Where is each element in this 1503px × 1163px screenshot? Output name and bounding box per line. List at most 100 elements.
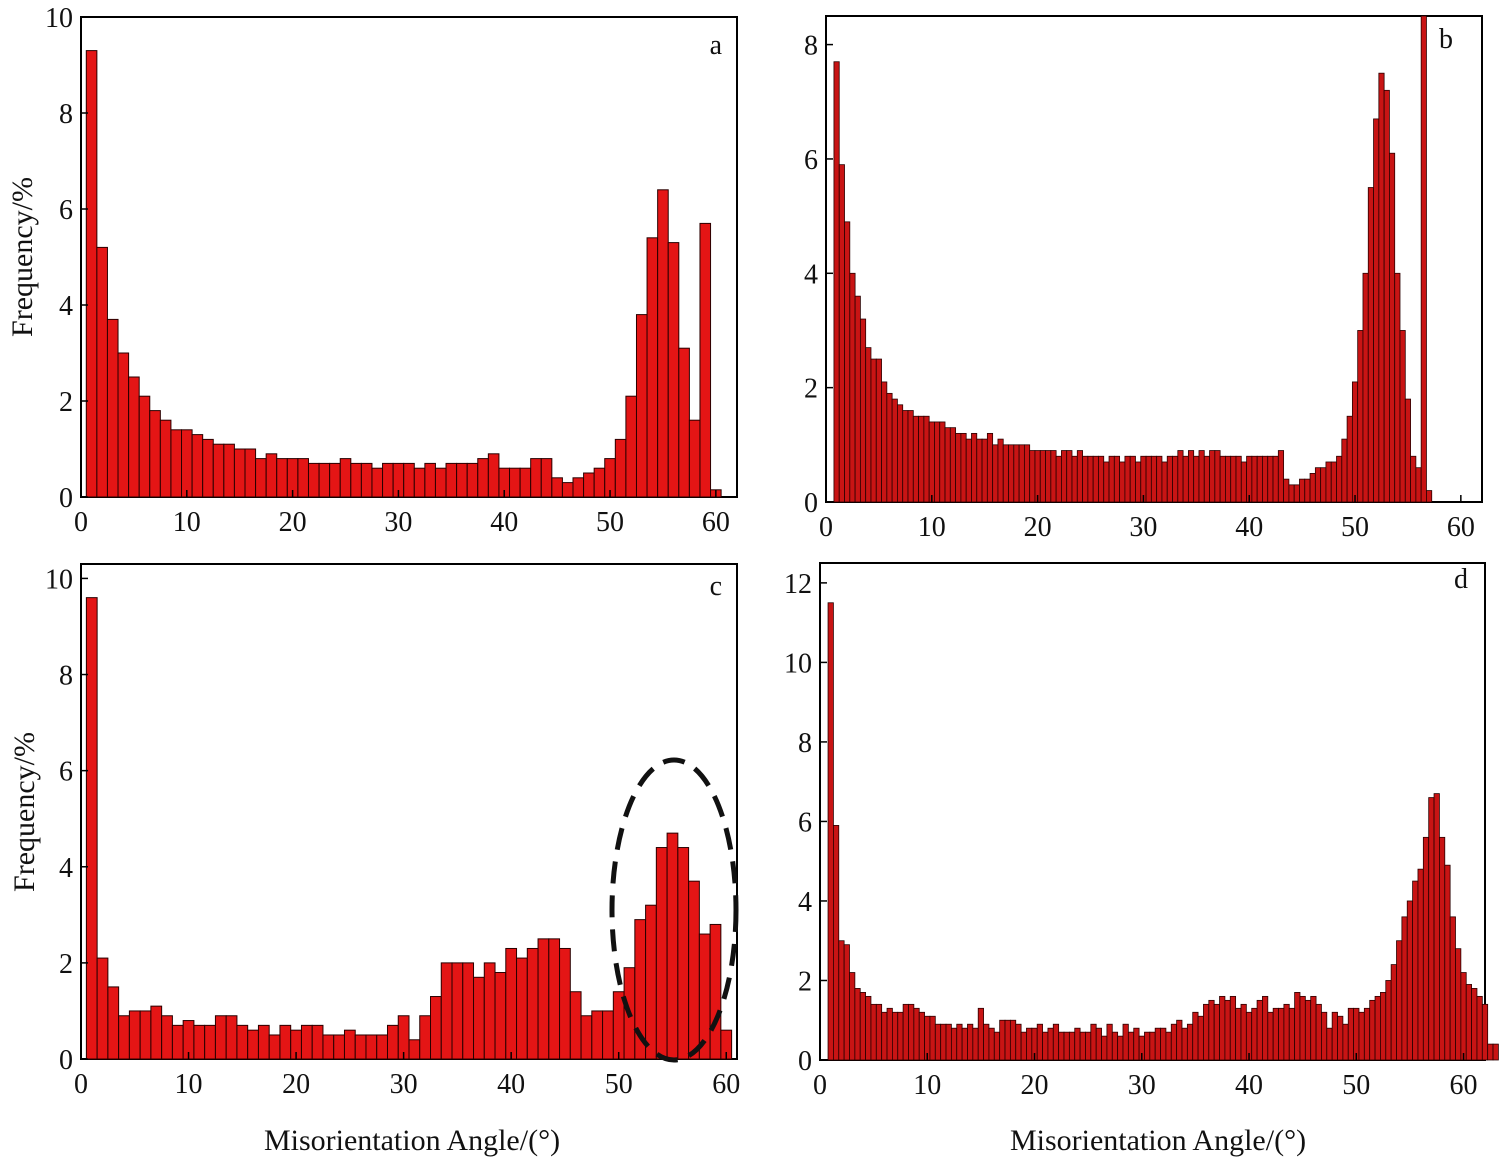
bar xyxy=(509,467,521,498)
bar xyxy=(1433,793,1440,1061)
bar xyxy=(537,938,550,1060)
bar xyxy=(1101,1035,1108,1061)
bar xyxy=(929,1015,936,1061)
bar xyxy=(1487,1043,1494,1061)
bar xyxy=(1145,455,1152,503)
bar xyxy=(1166,455,1173,503)
x-axis-title: Misorientation Angle/(°) xyxy=(1010,1124,1306,1157)
y-tick-group: 0 2 4 6 8 10 xyxy=(45,564,88,1076)
x-tick-label: 40 xyxy=(1235,512,1263,543)
panel-label: c xyxy=(710,571,722,602)
bar xyxy=(843,944,850,1061)
bar xyxy=(1492,1043,1499,1061)
bar xyxy=(365,1034,378,1060)
y-tick-group: 0 2 4 6 8 xyxy=(804,31,833,519)
bar xyxy=(1374,995,1381,1061)
bar xyxy=(1071,455,1078,503)
bar xyxy=(1103,461,1110,503)
bar xyxy=(1181,1027,1188,1061)
bar xyxy=(1288,484,1295,503)
bar xyxy=(477,458,489,498)
bar xyxy=(1219,455,1226,503)
bar xyxy=(950,1027,958,1061)
x-tick-label: 10 xyxy=(918,512,946,543)
bar xyxy=(106,318,119,498)
bar xyxy=(430,996,442,1060)
bar xyxy=(1156,455,1163,503)
x-tick-label: 0 xyxy=(819,512,833,543)
bar xyxy=(1347,1007,1355,1061)
bar xyxy=(424,462,436,498)
bar xyxy=(519,467,532,498)
bar xyxy=(191,434,204,498)
bar xyxy=(1412,880,1419,1061)
bar xyxy=(1119,461,1126,503)
bar xyxy=(434,467,447,498)
bar xyxy=(981,438,988,503)
bar xyxy=(1337,1015,1344,1061)
bar xyxy=(440,962,453,1060)
y-axis-title: Frequency/% xyxy=(8,732,41,892)
bar xyxy=(940,1023,947,1061)
bar xyxy=(1203,1003,1210,1061)
bar xyxy=(1277,450,1285,503)
bar xyxy=(526,947,539,1060)
bar xyxy=(865,995,872,1061)
bar xyxy=(1066,450,1073,503)
bar xyxy=(1165,1031,1172,1061)
panel-label: d xyxy=(1454,564,1468,595)
bar xyxy=(462,962,475,1060)
bar xyxy=(329,462,341,498)
bar xyxy=(956,1023,963,1061)
bar xyxy=(382,462,394,498)
bar xyxy=(1092,455,1099,503)
y-tick-label: 10 xyxy=(45,3,73,34)
bar xyxy=(279,1024,292,1060)
bar xyxy=(977,1007,984,1061)
bar xyxy=(944,427,951,503)
bar xyxy=(1439,836,1446,1061)
bar xyxy=(138,395,151,498)
x-tick-label: 40 xyxy=(497,1069,525,1100)
x-tick-group: 0 10 20 30 40 50 60 xyxy=(813,1053,1478,1101)
bar xyxy=(1214,450,1221,503)
bar xyxy=(688,419,701,498)
y-tick-label: 12 xyxy=(784,569,812,600)
bar xyxy=(976,438,983,503)
bar xyxy=(96,957,109,1060)
bar xyxy=(881,381,888,503)
y-tick-label: 2 xyxy=(59,387,73,418)
bar xyxy=(204,1024,216,1060)
bar xyxy=(580,1015,593,1060)
bar xyxy=(1310,995,1317,1061)
bar xyxy=(85,597,98,1060)
bar xyxy=(1235,455,1242,503)
bar xyxy=(1272,455,1279,503)
bar xyxy=(1090,1023,1097,1061)
bar xyxy=(1385,980,1392,1061)
bar xyxy=(1023,444,1031,503)
x-tick-label: 60 xyxy=(702,507,730,538)
y-tick-label: 8 xyxy=(804,31,818,62)
bar xyxy=(1481,1003,1489,1061)
bar xyxy=(859,992,866,1061)
x-tick-label: 20 xyxy=(279,507,307,538)
bar xyxy=(1465,984,1472,1061)
bar xyxy=(1208,999,1215,1061)
bar xyxy=(1326,1027,1333,1061)
bar xyxy=(1209,450,1216,503)
bar xyxy=(150,1005,163,1060)
bar xyxy=(614,438,627,498)
bar xyxy=(408,1039,421,1060)
bar xyxy=(1170,1023,1178,1061)
bar xyxy=(1187,450,1195,503)
bar xyxy=(386,1024,399,1060)
bar xyxy=(139,1010,152,1060)
bar xyxy=(247,1029,259,1060)
bar-group xyxy=(85,50,722,498)
x-tick-label: 40 xyxy=(1235,1070,1263,1101)
bar xyxy=(107,986,120,1060)
bar xyxy=(1117,1035,1124,1061)
bar xyxy=(300,1024,313,1060)
